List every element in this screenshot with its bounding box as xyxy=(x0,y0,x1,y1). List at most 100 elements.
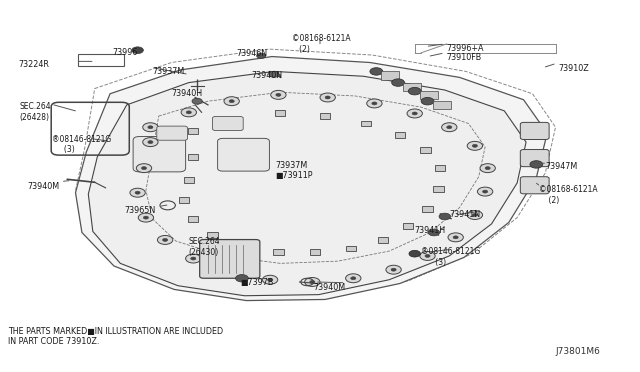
Circle shape xyxy=(485,167,490,170)
Circle shape xyxy=(132,47,143,54)
Bar xyxy=(435,165,445,171)
Circle shape xyxy=(276,93,281,96)
Text: 73941N: 73941N xyxy=(449,210,481,219)
Circle shape xyxy=(221,268,237,277)
Text: 73910Z: 73910Z xyxy=(558,64,589,73)
Text: 73996: 73996 xyxy=(112,48,138,57)
Circle shape xyxy=(467,141,483,150)
Circle shape xyxy=(229,100,234,103)
Bar xyxy=(78,54,124,66)
Bar xyxy=(422,206,433,212)
Circle shape xyxy=(186,111,191,114)
Circle shape xyxy=(138,213,154,222)
Circle shape xyxy=(305,278,320,286)
Text: ®08146-8121G
     (3): ®08146-8121G (3) xyxy=(52,135,112,154)
Circle shape xyxy=(386,265,401,274)
Text: ©08168-6121A
   (2): ©08168-6121A (2) xyxy=(292,34,351,54)
Text: 73224R: 73224R xyxy=(18,60,49,69)
Circle shape xyxy=(428,229,440,236)
Bar xyxy=(273,249,284,255)
Text: 73941H: 73941H xyxy=(415,226,446,235)
Bar xyxy=(207,232,218,238)
FancyBboxPatch shape xyxy=(520,150,549,167)
FancyBboxPatch shape xyxy=(212,116,243,131)
Circle shape xyxy=(143,216,148,219)
Text: ®08146-8121G
      (3): ®08146-8121G (3) xyxy=(421,247,481,267)
Circle shape xyxy=(448,233,463,242)
Text: ■7397B: ■7397B xyxy=(240,278,273,287)
Text: THE PARTS MARKED■IN ILLUSTRATION ARE INCLUDED
IN PART CODE 73910Z.: THE PARTS MARKED■IN ILLUSTRATION ARE INC… xyxy=(8,327,223,346)
Circle shape xyxy=(268,278,273,281)
Circle shape xyxy=(367,99,382,108)
Circle shape xyxy=(186,254,201,263)
Circle shape xyxy=(408,87,421,95)
FancyBboxPatch shape xyxy=(520,122,549,140)
Circle shape xyxy=(192,98,202,104)
Circle shape xyxy=(351,277,356,280)
Circle shape xyxy=(439,213,451,220)
Circle shape xyxy=(407,109,422,118)
Circle shape xyxy=(262,275,278,284)
Circle shape xyxy=(425,254,430,257)
Bar xyxy=(184,177,194,183)
Circle shape xyxy=(372,102,377,105)
Circle shape xyxy=(135,191,140,194)
Bar xyxy=(237,243,247,249)
Text: ©08168-6121A
    (2): ©08168-6121A (2) xyxy=(539,185,598,205)
Circle shape xyxy=(148,141,153,144)
Circle shape xyxy=(310,280,315,283)
Polygon shape xyxy=(76,57,547,301)
Circle shape xyxy=(320,93,335,102)
Circle shape xyxy=(477,187,493,196)
Text: 73947M: 73947M xyxy=(545,162,577,171)
Bar xyxy=(179,197,189,203)
Bar xyxy=(188,128,198,134)
Bar xyxy=(346,246,356,251)
Polygon shape xyxy=(88,71,526,296)
Bar xyxy=(310,249,320,255)
Circle shape xyxy=(143,123,158,132)
Circle shape xyxy=(141,167,147,170)
Circle shape xyxy=(480,164,495,173)
Bar xyxy=(420,91,438,99)
Bar xyxy=(381,71,399,80)
Circle shape xyxy=(483,190,488,193)
Circle shape xyxy=(370,68,383,75)
Bar xyxy=(188,154,198,160)
Circle shape xyxy=(143,138,158,147)
Circle shape xyxy=(271,90,286,99)
Circle shape xyxy=(181,108,196,117)
Text: 73937M
■73911P: 73937M ■73911P xyxy=(275,161,313,180)
Circle shape xyxy=(346,274,361,283)
Circle shape xyxy=(236,275,248,282)
Circle shape xyxy=(467,211,483,219)
Bar xyxy=(188,216,198,222)
Bar xyxy=(230,118,241,124)
Circle shape xyxy=(420,251,435,260)
Text: 73946N: 73946N xyxy=(237,49,268,58)
Bar xyxy=(403,223,413,229)
Circle shape xyxy=(530,161,543,168)
Circle shape xyxy=(472,144,477,147)
Text: 73937M: 73937M xyxy=(152,67,184,76)
Text: SEC.264
(26430): SEC.264 (26430) xyxy=(189,237,220,257)
Circle shape xyxy=(136,164,152,173)
FancyBboxPatch shape xyxy=(133,137,186,172)
Text: 73940H: 73940H xyxy=(172,89,203,97)
Bar xyxy=(320,113,330,119)
Circle shape xyxy=(257,53,266,58)
Circle shape xyxy=(224,97,239,106)
Circle shape xyxy=(130,188,145,197)
Circle shape xyxy=(157,235,173,244)
Bar xyxy=(433,186,444,192)
Bar xyxy=(403,83,421,91)
Circle shape xyxy=(191,257,196,260)
Circle shape xyxy=(392,79,404,86)
Bar xyxy=(378,237,388,243)
Bar xyxy=(395,132,405,138)
Circle shape xyxy=(412,112,417,115)
Circle shape xyxy=(269,71,279,77)
Circle shape xyxy=(409,250,420,257)
Bar xyxy=(275,110,285,116)
FancyBboxPatch shape xyxy=(520,177,549,194)
